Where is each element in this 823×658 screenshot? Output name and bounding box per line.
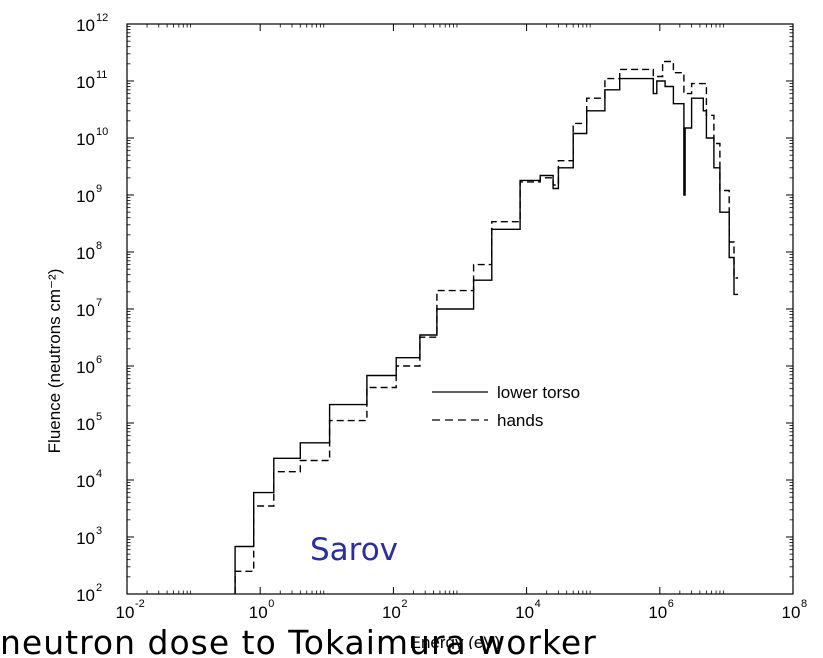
y-tick-exponent: 6 xyxy=(96,354,102,366)
y-tick-label: 10 xyxy=(76,358,95,377)
x-tick-label: 10 xyxy=(116,603,135,622)
y-tick-label: 10 xyxy=(76,187,95,206)
caption-text: neutron dose to Tokaimura worker xyxy=(0,628,597,658)
x-tick-label: 10 xyxy=(515,603,534,622)
x-axis-title: Energy (eV) xyxy=(410,633,501,649)
x-tick-label: 10 xyxy=(249,603,268,622)
x-tick-exponent: 2 xyxy=(401,598,407,610)
y-tick-exponent: 10 xyxy=(96,126,108,138)
y-tick-label: 10 xyxy=(76,529,95,548)
y-tick-exponent: 9 xyxy=(96,183,102,195)
y-tick-exponent: 2 xyxy=(96,582,102,594)
y-tick-exponent: 8 xyxy=(96,240,102,252)
y-tick-exponent: 3 xyxy=(96,525,102,537)
series-line-hands xyxy=(234,60,739,594)
y-tick-exponent: 4 xyxy=(96,468,102,480)
y-tick-label: 10 xyxy=(76,415,95,434)
x-tick-label: 10 xyxy=(382,603,401,622)
y-tick-exponent: 5 xyxy=(96,411,102,423)
x-tick-exponent: 8 xyxy=(801,598,807,610)
y-tick-label: 10 xyxy=(76,301,95,320)
x-tick-label: 10 xyxy=(648,603,667,622)
y-tick-label: 10 xyxy=(76,472,95,491)
y-tick-label: 10 xyxy=(76,16,95,35)
legend: lower torso hands xyxy=(432,383,580,430)
y-tick-exponent: 12 xyxy=(96,12,108,24)
sarov-annotation: Sarov xyxy=(310,532,398,568)
x-tick-exponent: 0 xyxy=(268,598,274,610)
y-tick-exponent: 11 xyxy=(96,69,107,81)
y-tick-label: 10 xyxy=(76,130,95,149)
legend-label-lower-torso: lower torso xyxy=(497,383,580,402)
y-tick-label: 10 xyxy=(76,73,95,92)
series-line-lower-torso xyxy=(234,77,739,594)
x-tick-label: 10 xyxy=(782,603,801,622)
x-tick-exponent: 4 xyxy=(535,598,541,610)
y-axis-title: Fluence (neutrons cm⁻²) xyxy=(45,269,64,454)
x-tick-exponent: -2 xyxy=(135,598,145,610)
legend-label-hands: hands xyxy=(497,411,543,430)
y-tick-label: 10 xyxy=(76,586,95,605)
x-tick-exponent: 6 xyxy=(668,598,674,610)
y-tick-label: 10 xyxy=(76,244,95,263)
y-tick-exponent: 7 xyxy=(96,297,102,309)
